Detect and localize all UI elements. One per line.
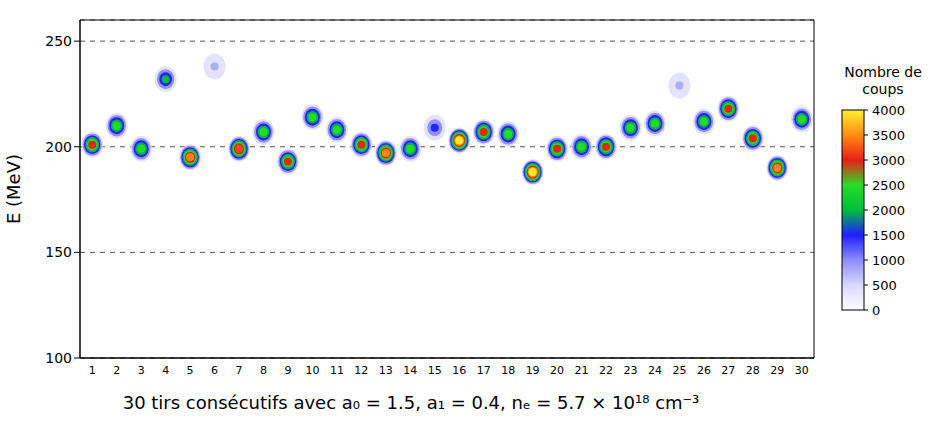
svg-text:E (MeV): E (MeV) [3,154,24,224]
svg-text:5: 5 [187,364,194,377]
svg-text:10: 10 [305,364,319,377]
svg-text:30: 30 [795,364,809,377]
svg-text:250: 250 [45,33,72,49]
svg-text:200: 200 [45,139,72,155]
svg-text:1500: 1500 [872,228,905,243]
svg-text:13: 13 [379,364,393,377]
svg-text:3000: 3000 [872,153,905,168]
svg-text:8: 8 [260,364,267,377]
svg-text:22: 22 [599,364,613,377]
svg-text:20: 20 [550,364,564,377]
svg-text:100: 100 [45,350,72,366]
svg-text:0: 0 [872,303,880,318]
svg-text:25: 25 [672,364,686,377]
svg-text:28: 28 [746,364,760,377]
svg-text:18: 18 [501,364,515,377]
svg-text:7: 7 [236,364,243,377]
svg-text:29: 29 [770,364,784,377]
svg-text:17: 17 [477,364,491,377]
svg-text:2500: 2500 [872,178,905,193]
svg-text:150: 150 [45,244,72,260]
svg-text:16: 16 [452,364,466,377]
svg-text:4: 4 [162,364,169,377]
svg-text:6: 6 [211,364,218,377]
svg-text:21: 21 [575,364,589,377]
svg-text:19: 19 [526,364,540,377]
svg-text:1: 1 [89,364,96,377]
html-text:Nombre de coups: Nombre de coups [844,64,922,97]
svg-text:3500: 3500 [872,128,905,143]
svg-text:9: 9 [284,364,291,377]
svg-text:4000: 4000 [872,103,905,118]
svg-text:15: 15 [428,364,442,377]
html-text:30 tirs consécutifs avec a₀ =: 30 tirs consécutifs avec a₀ = 1.5, a₁ = … [122,392,700,413]
svg-text:3: 3 [138,364,145,377]
svg-text:27: 27 [721,364,735,377]
svg-text:500: 500 [872,278,897,293]
svg-text:1000: 1000 [872,253,905,268]
svg-text:24: 24 [648,364,662,377]
svg-text:23: 23 [624,364,638,377]
svg-text:2000: 2000 [872,203,905,218]
svg-text:11: 11 [330,364,344,377]
svg-text:26: 26 [697,364,711,377]
svg-text:14: 14 [403,364,417,377]
svg-text:2: 2 [113,364,120,377]
svg-text:12: 12 [354,364,368,377]
